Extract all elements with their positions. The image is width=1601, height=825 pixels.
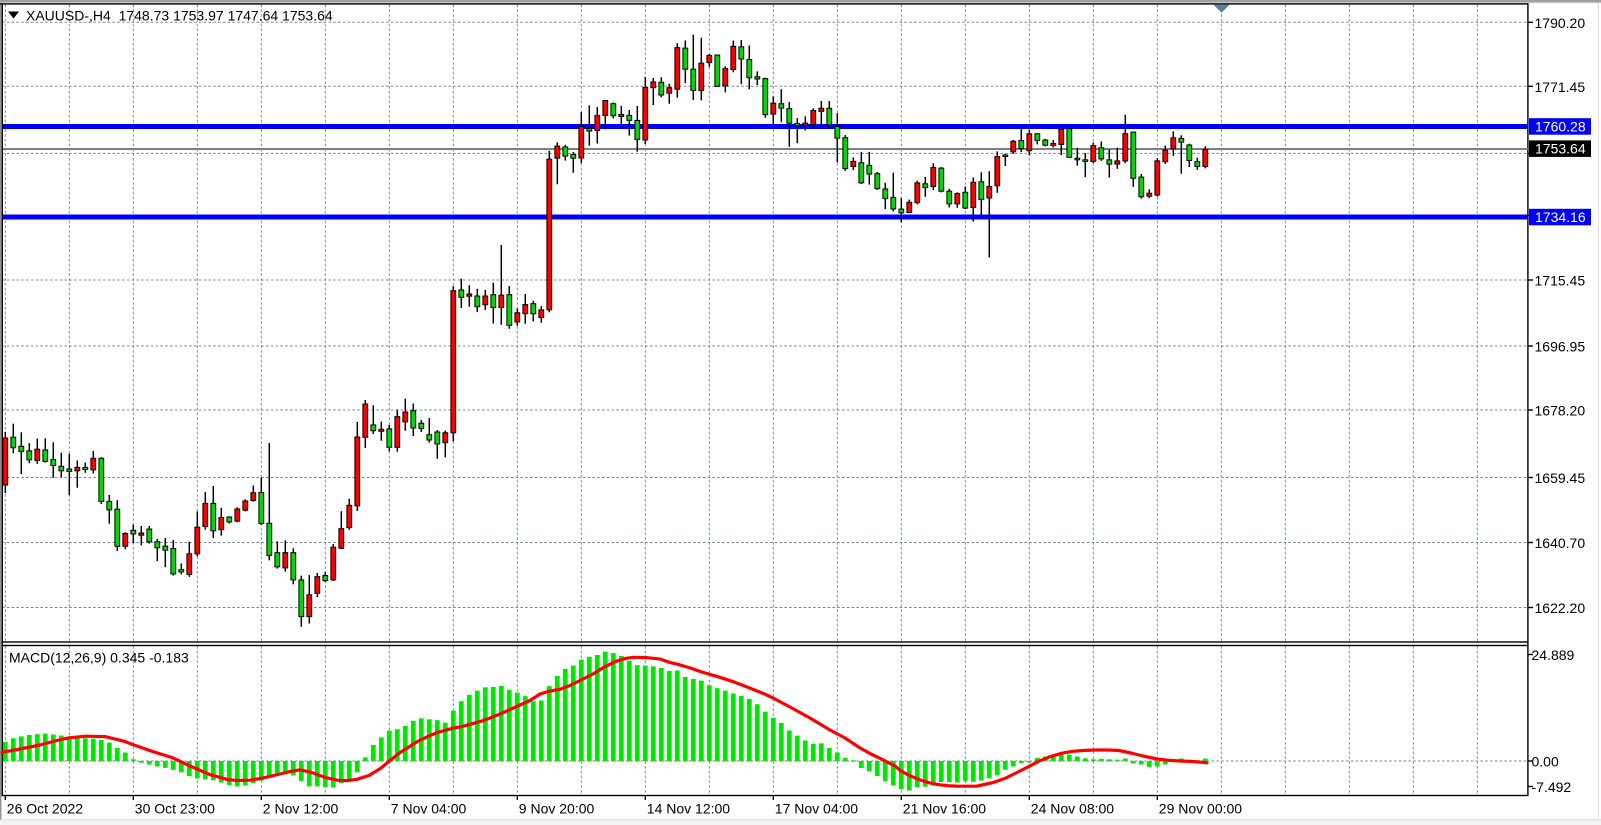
svg-text:1771.45: 1771.45 xyxy=(1535,79,1586,95)
svg-text:1734.16: 1734.16 xyxy=(1535,209,1586,225)
svg-text:1696.95: 1696.95 xyxy=(1535,339,1586,355)
svg-text:24.889: 24.889 xyxy=(1532,647,1575,663)
svg-text:1640.70: 1640.70 xyxy=(1535,535,1586,551)
svg-text:21 Nov 16:00: 21 Nov 16:00 xyxy=(903,801,986,817)
svg-text:1753.64: 1753.64 xyxy=(1535,141,1586,157)
svg-text:24 Nov 08:00: 24 Nov 08:00 xyxy=(1031,801,1114,817)
svg-text:1760.28: 1760.28 xyxy=(1535,119,1586,135)
svg-text:1678.20: 1678.20 xyxy=(1535,403,1586,419)
svg-text:0.00: 0.00 xyxy=(1532,754,1559,770)
svg-text:1715.45: 1715.45 xyxy=(1535,273,1586,289)
svg-text:MACD(12,26,9) 0.345 -0.183: MACD(12,26,9) 0.345 -0.183 xyxy=(9,650,189,666)
svg-text:26 Oct 2022: 26 Oct 2022 xyxy=(7,801,83,817)
svg-text:30 Oct 23:00: 30 Oct 23:00 xyxy=(135,801,215,817)
svg-text:9 Nov 20:00: 9 Nov 20:00 xyxy=(519,801,595,817)
svg-text:29 Nov 00:00: 29 Nov 00:00 xyxy=(1159,801,1242,817)
svg-text:7 Nov 04:00: 7 Nov 04:00 xyxy=(391,801,467,817)
svg-text:1790.20: 1790.20 xyxy=(1535,15,1586,31)
svg-text:XAUUSD-,H4 1748.73 1753.97 17: XAUUSD-,H4 1748.73 1753.97 1747.64 1753.… xyxy=(26,8,333,24)
svg-text:1659.45: 1659.45 xyxy=(1535,470,1586,486)
svg-text:17 Nov 04:00: 17 Nov 04:00 xyxy=(775,801,858,817)
svg-text:14 Nov 12:00: 14 Nov 12:00 xyxy=(647,801,730,817)
svg-text:2 Nov 12:00: 2 Nov 12:00 xyxy=(263,801,339,817)
svg-text:-7.492: -7.492 xyxy=(1532,779,1572,795)
svg-text:1622.20: 1622.20 xyxy=(1535,600,1586,616)
